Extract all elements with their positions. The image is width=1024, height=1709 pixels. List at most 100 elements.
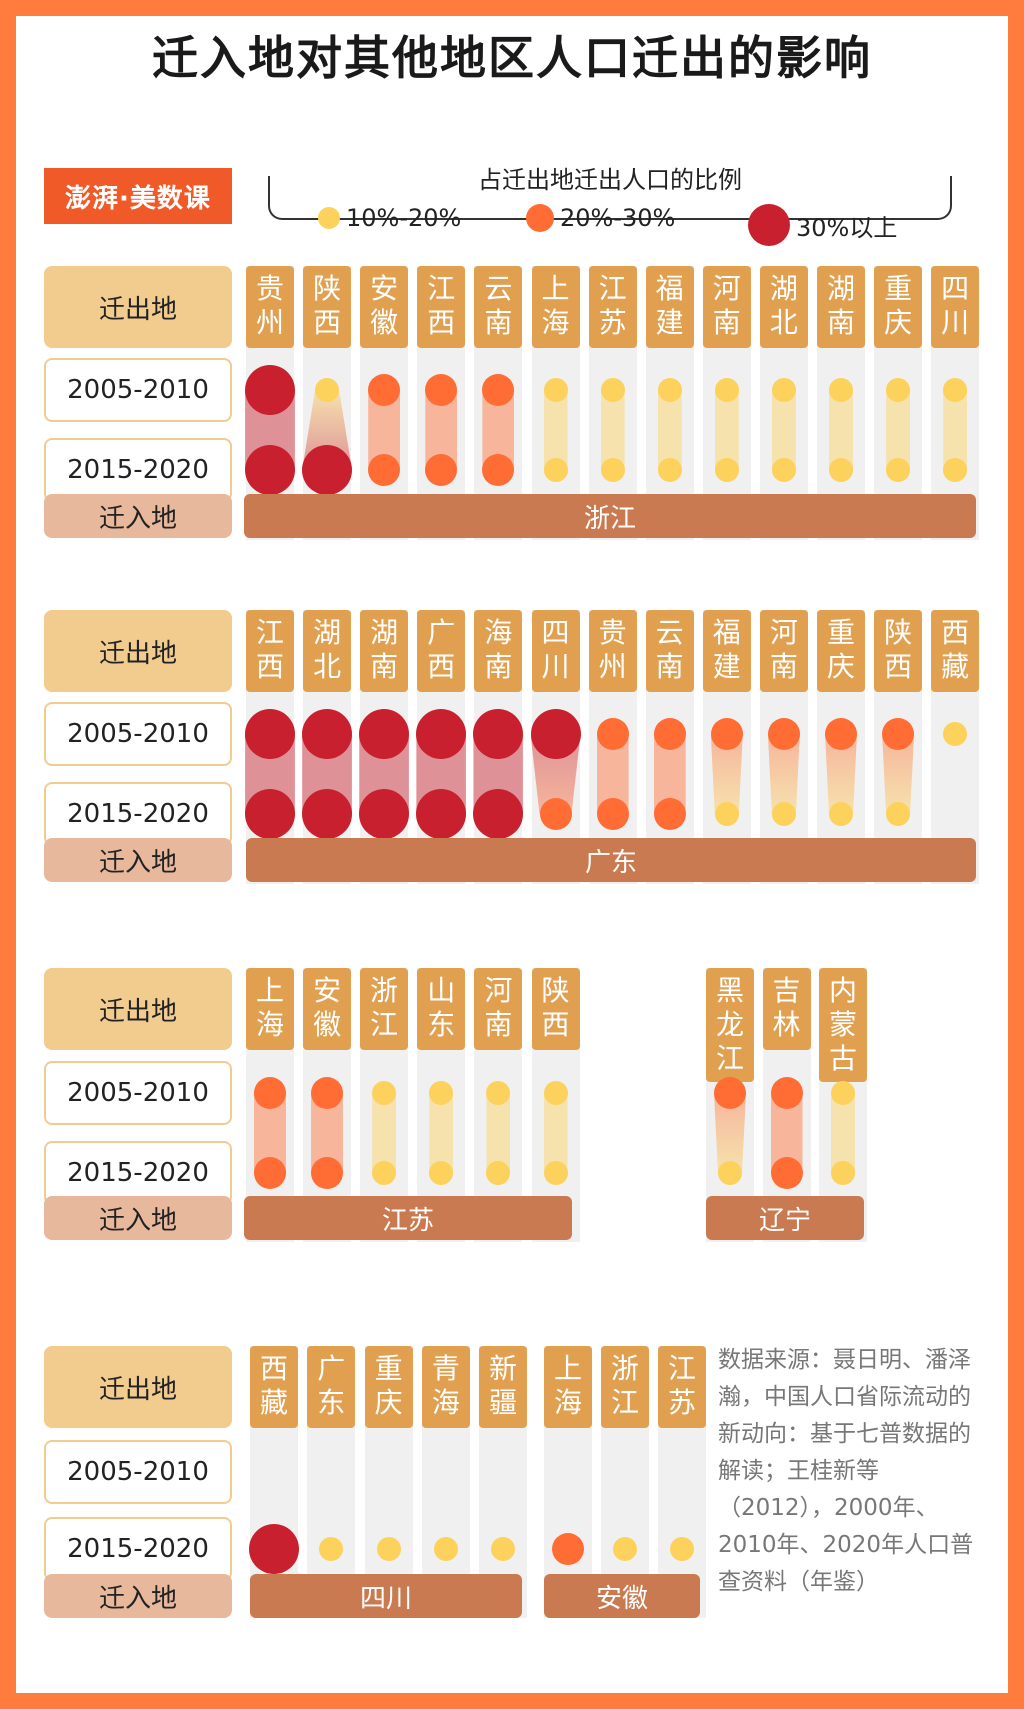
origin-label: 广东 <box>307 1346 356 1428</box>
origin-label: 新疆 <box>479 1346 528 1428</box>
share-dot-p2005 <box>710 718 743 750</box>
row-label-origin: 迁出地 <box>44 610 232 692</box>
share-dot-p2005 <box>311 1077 344 1109</box>
share-dot-p2015 <box>770 1157 803 1189</box>
share-dot-p2015 <box>943 458 968 482</box>
origin-label: 湖北 <box>303 610 352 692</box>
destination-label: 辽宁 <box>706 1196 864 1240</box>
origin-label: 黑龙江 <box>706 968 754 1082</box>
share-dot-p2005 <box>254 1077 286 1109</box>
row-label-origin: 迁出地 <box>44 266 232 348</box>
share-dot-p2015 <box>311 1157 344 1189</box>
share-dot-p2005 <box>486 1081 511 1105</box>
share-dot-p2015 <box>425 454 458 486</box>
origin-label: 云南 <box>645 610 694 692</box>
change-bar <box>543 1093 568 1173</box>
origin-label: 广西 <box>417 610 466 692</box>
origin-label: 陕西 <box>303 266 352 348</box>
row-label-destination: 迁入地 <box>44 838 232 882</box>
share-dot-p2015 <box>302 789 353 839</box>
share-dot-p2005 <box>767 718 800 750</box>
share-dot-p2005 <box>429 1081 454 1105</box>
share-dot-p2005 <box>714 378 739 402</box>
origin-label: 重庆 <box>364 1346 413 1428</box>
share-dot-p2005 <box>886 378 911 402</box>
origin-label: 重庆 <box>817 610 865 692</box>
share-dot-p2015 <box>829 458 853 482</box>
origin-label: 湖南 <box>360 610 409 692</box>
share-dot-p2015 <box>473 789 524 839</box>
origin-label: 安徽 <box>303 968 352 1050</box>
share-dot-p2015 <box>372 1161 397 1185</box>
origin-label: 四川 <box>931 266 980 348</box>
share-dot-p2015 <box>319 1537 344 1561</box>
origin-label: 湖南 <box>817 266 865 348</box>
share-dot-p2015 <box>771 458 796 482</box>
origin-label: 云南 <box>474 266 523 348</box>
change-bar <box>829 390 853 470</box>
origin-label: 重庆 <box>874 266 923 348</box>
origin-label: 浙江 <box>360 968 409 1050</box>
share-dot-p2005 <box>359 709 410 759</box>
share-dot-p2005 <box>530 709 581 759</box>
change-bar <box>372 1093 397 1173</box>
legend-label-level-3: 30%以上 <box>796 213 898 242</box>
share-dot-p2005 <box>829 378 853 402</box>
legend-dot-level-2 <box>526 204 554 232</box>
destination-label: 浙江 <box>244 494 976 538</box>
share-dot-p2015 <box>670 1537 694 1561</box>
destination-label: 安徽 <box>544 1574 700 1618</box>
legend-dot-level-1 <box>318 207 340 229</box>
share-dot-p2015 <box>657 458 682 482</box>
origin-label: 福建 <box>645 266 694 348</box>
share-dot-p2015 <box>482 454 515 486</box>
share-dot-p2015 <box>359 789 410 839</box>
share-dot-p2015 <box>245 445 295 495</box>
data-source-note: 数据来源：聂日明、潘泽瀚，中国人口省际流动的新动向：基于七普数据的解读；王桂新等… <box>718 1347 974 1595</box>
legend-item-level-1: 10%-20% <box>318 204 461 232</box>
share-dot-p2015 <box>653 798 686 830</box>
change-bar <box>943 390 968 470</box>
origin-label: 江苏 <box>588 266 637 348</box>
share-dot-p2005 <box>315 378 340 402</box>
share-dot-p2015 <box>831 1161 855 1185</box>
origin-label: 上海 <box>544 1346 592 1428</box>
share-dot-p2005 <box>596 718 629 750</box>
origin-label: 贵州 <box>246 266 294 348</box>
share-dot-p2015 <box>600 458 625 482</box>
change-bar <box>831 1093 855 1173</box>
share-dot-p2015 <box>886 802 911 826</box>
share-dot-p2005 <box>543 378 568 402</box>
change-bar <box>771 390 796 470</box>
share-dot-p2015 <box>714 458 739 482</box>
legend-label-level-1: 10%-20% <box>346 204 462 232</box>
origin-label: 河南 <box>474 968 523 1050</box>
row-label-destination: 迁入地 <box>44 494 232 538</box>
origin-label: 河南 <box>702 266 751 348</box>
share-dot-p2005 <box>302 709 353 759</box>
share-dot-p2015 <box>254 1157 286 1189</box>
legend-frame <box>268 176 952 220</box>
share-dot-p2005 <box>245 365 295 415</box>
share-dot-p2015 <box>718 1161 742 1185</box>
origin-label: 陕西 <box>874 610 923 692</box>
page-title: 迁入地对其他地区人口迁出的影响 <box>152 31 872 85</box>
share-dot-p2015 <box>596 798 629 830</box>
row-label-origin: 迁出地 <box>44 968 232 1050</box>
share-dot-p2005 <box>543 1081 568 1105</box>
origin-label: 贵州 <box>588 610 637 692</box>
row-label-origin: 迁出地 <box>44 1346 232 1428</box>
change-bar <box>886 390 911 470</box>
change-bar <box>429 1093 454 1173</box>
row-label-2005-2010: 2005-2010 <box>44 358 232 422</box>
share-dot-p2015 <box>245 789 295 839</box>
origin-label: 江西 <box>417 266 466 348</box>
share-dot-p2015 <box>829 802 853 826</box>
destination-label: 广东 <box>246 838 976 882</box>
share-dot-p2015 <box>433 1537 458 1561</box>
share-dot-p2005 <box>425 374 458 406</box>
origin-label: 陕西 <box>531 968 580 1050</box>
share-dot-p2005 <box>473 709 524 759</box>
legend-label-level-2: 20%-30% <box>560 204 676 232</box>
share-dot-p2015 <box>539 798 572 830</box>
